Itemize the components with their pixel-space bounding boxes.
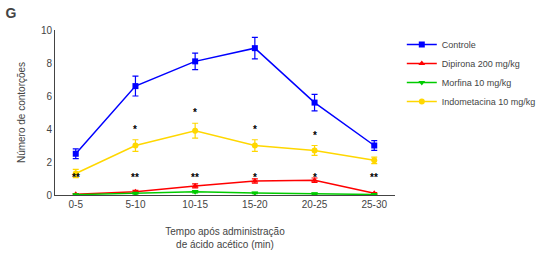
svg-text:**: **	[131, 172, 139, 183]
svg-text:0: 0	[46, 190, 52, 201]
svg-text:6: 6	[46, 91, 52, 102]
svg-text:*: *	[193, 107, 197, 118]
svg-text:Tempo após administraçãode áci: Tempo após administraçãode ácido acético…	[165, 226, 285, 250]
svg-text:8: 8	[46, 58, 52, 69]
svg-text:4: 4	[46, 124, 52, 135]
svg-text:Morfina 10 mg/kg: Morfina 10 mg/kg	[442, 78, 512, 88]
svg-text:0-5: 0-5	[69, 199, 84, 210]
svg-text:*: *	[133, 124, 137, 135]
svg-text:**: **	[370, 172, 378, 183]
svg-text:Número de contorções: Número de contorções	[16, 62, 27, 163]
svg-text:10: 10	[41, 25, 53, 36]
svg-text:15-20: 15-20	[242, 199, 268, 210]
svg-text:*: *	[253, 124, 257, 135]
svg-text:**: **	[191, 172, 199, 183]
svg-text:Controle: Controle	[442, 40, 476, 50]
svg-text:Indometacina 10 mg/kg: Indometacina 10 mg/kg	[442, 97, 536, 107]
svg-text:25-30: 25-30	[361, 199, 387, 210]
svg-text:10-15: 10-15	[182, 199, 208, 210]
svg-text:20-25: 20-25	[302, 199, 328, 210]
svg-text:G: G	[6, 5, 17, 21]
svg-text:5-10: 5-10	[125, 199, 145, 210]
svg-text:**: **	[72, 172, 80, 183]
svg-text:Dipirona 200 mg/kg: Dipirona 200 mg/kg	[442, 59, 520, 69]
svg-text:*: *	[253, 172, 257, 183]
svg-text:2: 2	[46, 157, 52, 168]
svg-text:*: *	[313, 172, 317, 183]
svg-text:*: *	[313, 130, 317, 141]
